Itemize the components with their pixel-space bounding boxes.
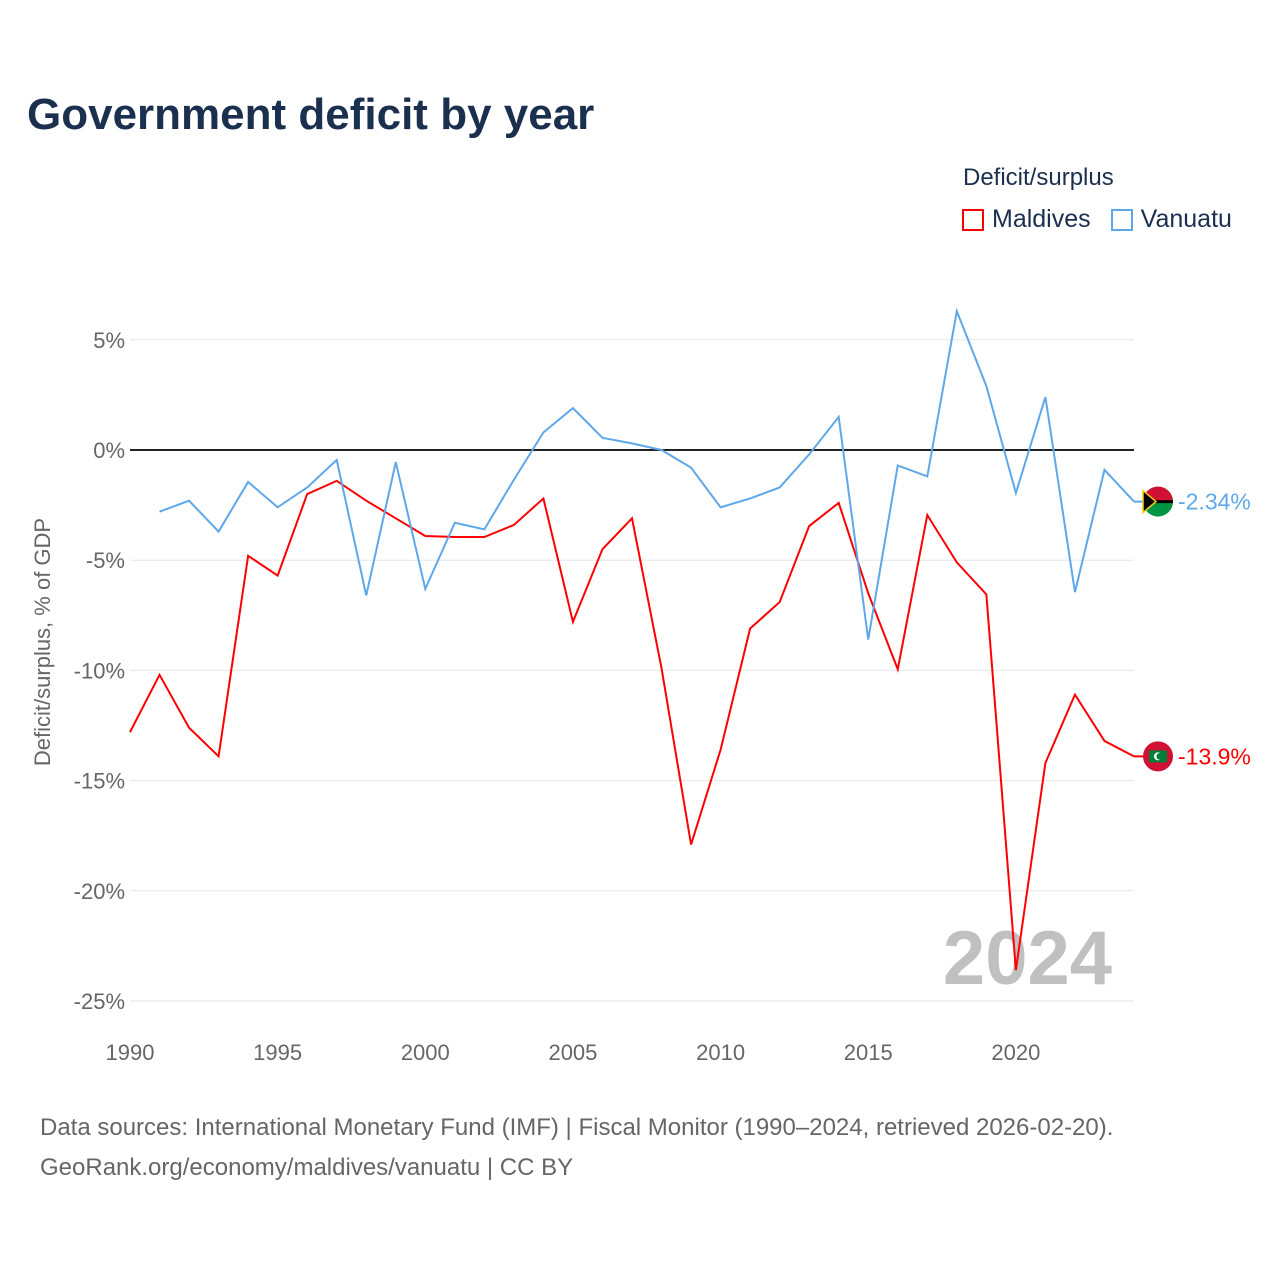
footer: Data sources: International Monetary Fun… [40,1108,1113,1188]
y-axis-label: Deficit/surplus, % of GDP [30,518,55,766]
y-tick-label: -5% [86,548,125,573]
year-watermark: 2024 [943,916,1112,1001]
y-tick-label: -20% [74,879,125,904]
y-tick-label: 0% [93,438,125,463]
page-title: Government deficit by year [27,90,595,139]
x-tick-label: 1995 [253,1040,302,1065]
source-text: Data sources: International Monetary Fun… [40,1114,1114,1141]
legend-swatch-vanuatu[interactable] [1110,208,1133,231]
legend: Maldives Vanuatu [962,205,1232,234]
x-tick-label: 2015 [844,1040,893,1065]
x-tick-label: 2020 [991,1040,1040,1065]
x-tick-label: 1990 [106,1040,155,1065]
legend-label-vanuatu[interactable]: Vanuatu [1140,205,1232,233]
series-line-maldives [129,479,1135,971]
legend-title: Deficit/surplus [963,164,1114,191]
legend-swatch-maldives[interactable] [962,208,984,231]
end-value-label-vanuatu: -2.34% [1178,489,1251,515]
x-tick-label: 2005 [548,1040,597,1065]
end-value-label-maldives: -13.9% [1178,743,1251,769]
legend-label-maldives[interactable]: Maldives [992,205,1091,233]
y-tick-label: -15% [74,769,125,794]
vanuatu-flag-triangle [1142,488,1158,515]
y-tick-label: -10% [74,658,125,683]
x-tick-label: 2010 [696,1040,745,1065]
y-tick-label: -25% [74,989,125,1014]
x-tick-label: 2000 [401,1040,450,1065]
maldives-crescent-cut [1156,752,1164,760]
series-line-vanuatu [159,307,1135,640]
y-tick-label: 5% [93,328,125,353]
attribution-link[interactable]: GeoRank.org/economy/maldives/vanuatu | C… [40,1154,574,1181]
